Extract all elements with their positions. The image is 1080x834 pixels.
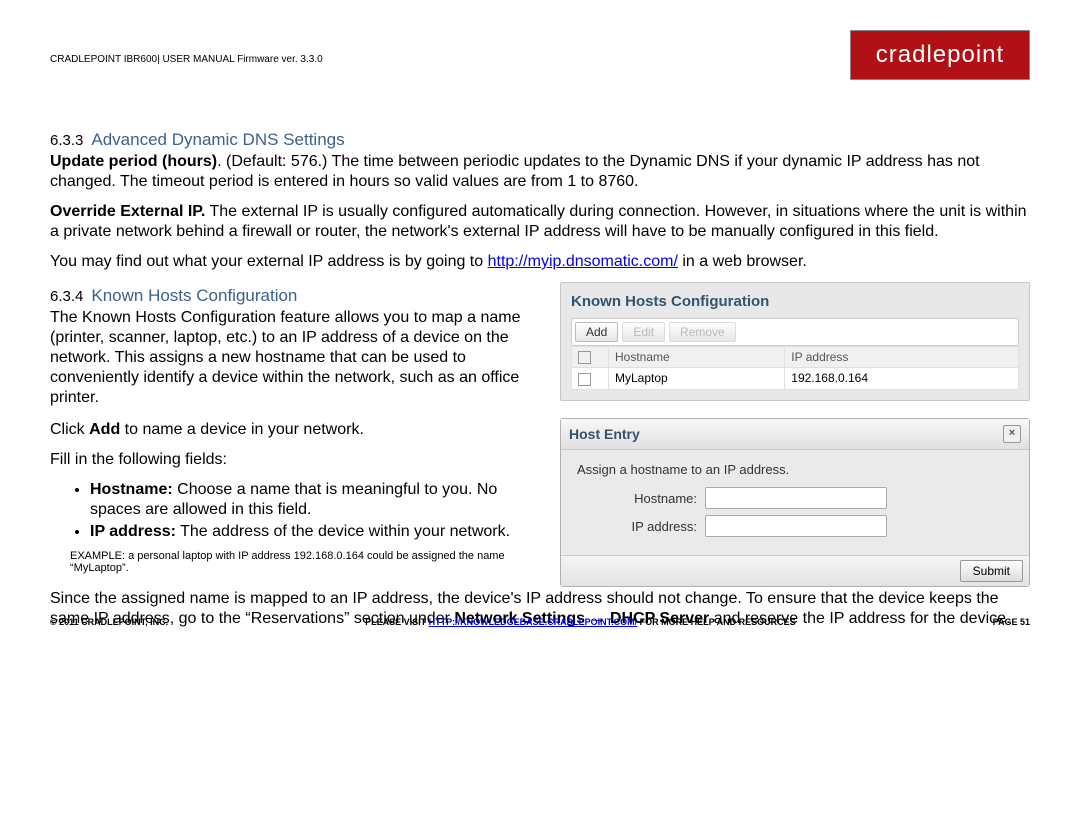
close-icon[interactable]: × (1003, 425, 1021, 443)
para-fillin: Fill in the following fields: (50, 450, 540, 470)
add-button[interactable]: Add (575, 322, 618, 342)
hostname-input[interactable] (705, 487, 887, 509)
checkbox-row[interactable] (578, 373, 591, 386)
para-override-ip: Override External IP. The external IP is… (50, 202, 1030, 242)
hosts-table: Hostname IP address MyLaptop 192.168.0.1… (571, 346, 1019, 390)
section-num: 6.3.4 (50, 288, 83, 305)
cell-hostname: MyLaptop (609, 368, 785, 389)
para-update-period: Update period (hours). (Default: 576.) T… (50, 152, 1030, 192)
doc-header: CRADLEPOINT IBR600| USER MANUAL Firmware… (50, 54, 323, 65)
known-hosts-panel: Known Hosts Configuration Add Edit Remov… (560, 282, 1030, 401)
field-list: Hostname: Choose a name that is meaningf… (50, 480, 540, 542)
host-entry-dialog: Host Entry × Assign a hostname to an IP … (560, 418, 1030, 587)
label-hostname: Hostname: (577, 491, 705, 506)
dialog-title: Host Entry (569, 426, 640, 442)
para-click-add: Click Add to name a device in your netwo… (50, 420, 540, 440)
table-header-row: Hostname IP address (572, 347, 1019, 368)
section-title: Known Hosts Configuration (91, 286, 297, 305)
footer-page: PAGE 51 (993, 617, 1030, 627)
col-hostname: Hostname (609, 347, 785, 368)
footer-copyright: © 2011 CRADLEPOINT, INC. (50, 617, 168, 627)
panel-title: Known Hosts Configuration (571, 293, 1019, 310)
edit-button[interactable]: Edit (622, 322, 665, 342)
dialog-instruction: Assign a hostname to an IP address. (577, 462, 1013, 477)
section-633-heading: 6.3.3 Advanced Dynamic DNS Settings (50, 130, 1030, 150)
cell-ip: 192.168.0.164 (785, 368, 1019, 389)
checkbox-all[interactable] (578, 351, 591, 364)
para-known-hosts-intro: The Known Hosts Configuration feature al… (50, 308, 540, 408)
example-text: EXAMPLE: a personal laptop with IP addre… (70, 550, 510, 574)
section-634-heading: 6.3.4 Known Hosts Configuration (50, 286, 540, 306)
submit-button[interactable]: Submit (960, 560, 1023, 582)
list-item: IP address: The address of the device wi… (90, 522, 540, 542)
ip-input[interactable] (705, 515, 887, 537)
link-myip[interactable]: http://myip.dnsomatic.com/ (488, 253, 678, 270)
link-kb[interactable]: HTTP://KNOWLEDGEBASE.CRADLEPOINT.COM/ (429, 617, 638, 627)
page-footer: © 2011 CRADLEPOINT, INC. PLEASE VISIT HT… (50, 617, 1030, 627)
list-item: Hostname: Choose a name that is meaningf… (90, 480, 540, 520)
col-ip: IP address (785, 347, 1019, 368)
table-row[interactable]: MyLaptop 192.168.0.164 (572, 368, 1019, 389)
label-ip: IP address: (577, 519, 705, 534)
para-myip: You may find out what your external IP a… (50, 252, 1030, 272)
footer-help: PLEASE VISIT HTTP://KNOWLEDGEBASE.CRADLE… (365, 617, 796, 627)
logo: cradlepoint (850, 30, 1030, 80)
toolbar: Add Edit Remove (571, 318, 1019, 346)
remove-button[interactable]: Remove (669, 322, 736, 342)
section-title: Advanced Dynamic DNS Settings (91, 130, 344, 149)
section-num: 6.3.3 (50, 132, 83, 149)
